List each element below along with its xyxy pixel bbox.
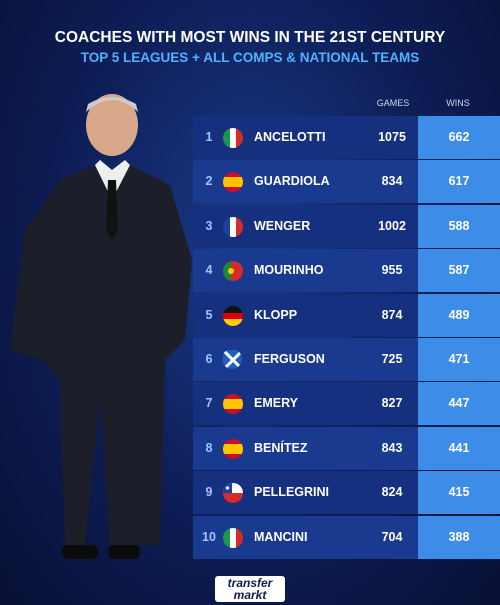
flag	[223, 306, 243, 326]
rank: 6	[205, 352, 213, 366]
column-header: WINS	[446, 98, 470, 108]
name: PELLEGRINI	[254, 485, 330, 500]
wins-cell	[418, 515, 500, 559]
games: 704	[381, 529, 403, 544]
wins-cell	[418, 116, 500, 159]
wins: 415	[448, 485, 470, 500]
logo-text: markt	[233, 588, 267, 602]
wins-cell	[418, 382, 500, 426]
name: MOURINHO	[254, 263, 324, 278]
rank: 2	[205, 174, 213, 189]
games: 824	[381, 485, 403, 500]
wins: 388	[448, 529, 470, 544]
rank: 10	[202, 529, 216, 544]
flag	[223, 350, 243, 370]
name: BENÍTEZ	[254, 440, 308, 455]
flag	[223, 172, 243, 192]
name: FERGUSON	[254, 352, 325, 366]
subtitle: TOP 5 LEAGUES + ALL COMPS & NATIONAL TEA…	[80, 50, 420, 65]
wins: 617	[448, 174, 470, 189]
table-row: 5 KLOPP 874 489	[193, 293, 500, 337]
name: GUARDIOLA	[254, 174, 330, 189]
name: WENGER	[254, 218, 311, 233]
flag	[223, 128, 243, 148]
coach-photo	[10, 94, 192, 559]
name: MANCINI	[254, 529, 308, 544]
games: 1002	[378, 218, 406, 233]
wins-cell	[418, 249, 500, 293]
table-row: 7 EMERY 827 447	[193, 382, 500, 426]
flag	[223, 528, 243, 548]
games: 843	[381, 440, 403, 455]
flag	[223, 217, 243, 237]
wins-cell	[418, 471, 500, 515]
flag	[223, 261, 243, 281]
wins: 588	[448, 218, 470, 233]
name: EMERY	[254, 396, 298, 411]
rank: 7	[205, 396, 213, 411]
name: ANCELOTTI	[254, 130, 326, 144]
games: 955	[381, 263, 403, 278]
wins: 489	[448, 307, 470, 322]
wins: 471	[448, 352, 470, 366]
games: 834	[381, 174, 403, 189]
title: COACHES WITH MOST WINS IN THE 21ST CENTU…	[54, 29, 446, 46]
wins-cell	[418, 204, 500, 248]
rank: 8	[205, 440, 213, 455]
wins-cell	[418, 338, 500, 381]
wins: 447	[448, 396, 470, 411]
wins: 662	[448, 130, 470, 144]
column-header: GAMES	[376, 98, 410, 108]
games: 1075	[378, 130, 406, 144]
rank: 5	[205, 307, 213, 322]
table-row: 8 BENÍTEZ 843 441	[193, 426, 500, 470]
table-row: 4 MOURINHO 955 587	[193, 249, 500, 293]
games: 725	[381, 352, 403, 366]
table-row: 2 GUARDIOLA 834 617	[193, 160, 500, 204]
wins: 441	[448, 440, 470, 455]
games: 874	[381, 307, 403, 322]
flag	[223, 394, 243, 414]
rank: 1	[205, 130, 213, 144]
rank: 4	[205, 263, 213, 278]
table-row: 10 MANCINI 704 388	[193, 515, 500, 559]
games: 827	[381, 396, 403, 411]
logo-text: transfer	[227, 576, 273, 590]
wins-cell	[418, 160, 500, 204]
logo: transfer markt	[215, 576, 285, 602]
flag	[223, 483, 243, 503]
wins-cell	[418, 293, 500, 337]
table-row: 6 FERGUSON 725 471	[193, 338, 500, 381]
table-row: 9 PELLEGRINI 824 415	[193, 471, 500, 515]
flag	[223, 439, 243, 459]
table-row: 3 WENGER 1002 588	[193, 204, 500, 248]
wins-cell	[418, 426, 500, 470]
rank: 3	[205, 218, 213, 233]
name: KLOPP	[254, 307, 298, 322]
wins: 587	[448, 263, 470, 278]
rank: 9	[205, 485, 213, 500]
table-row: 1 ANCELOTTI 1075 662	[193, 116, 500, 159]
